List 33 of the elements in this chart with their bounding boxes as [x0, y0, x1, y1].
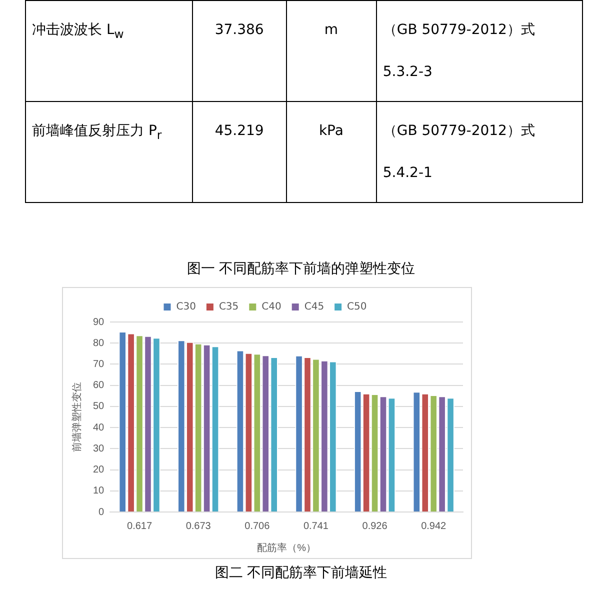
y-tick-label: 50 — [93, 401, 105, 412]
text: m — [286, 0, 376, 102]
x-tick-label: 0.926 — [362, 520, 388, 532]
legend-label: C45 — [304, 302, 324, 313]
text: （GB 50779-2012）式 5.4.2-1 — [382, 123, 535, 181]
text: 前墙峰值反射压力 P$_{r}$ — [26, 102, 193, 202]
text: 37.386 — [192, 0, 286, 102]
x-tick-label: 0.741 — [303, 520, 329, 532]
y-tick-label: 40 — [93, 422, 105, 434]
y-tick-label: 20 — [93, 464, 105, 476]
y-tick-label: 10 — [93, 486, 105, 497]
text: 45.219 — [192, 102, 286, 202]
legend-label: C50 — [347, 302, 367, 313]
text: （GB 50779-2012）式 5.3.2-3 — [382, 22, 535, 80]
x-tick-label: 0.942 — [421, 520, 447, 532]
x-tick-label: 0.617 — [127, 520, 152, 532]
x-axis-title: 配筋率（%） — [257, 542, 316, 554]
text: 图二 不同配筋率下前墙延性 — [214, 564, 388, 582]
chart-title: 图一 不同配筋率下前墙的弹塑性变位 — [186, 260, 416, 278]
text: 冲击波波长 L$_{w}$ — [26, 0, 193, 102]
legend-label: C40 — [262, 302, 282, 313]
y-tick-label: 0 — [98, 506, 105, 518]
y-tick-label: 30 — [93, 443, 105, 454]
y-tick-label: 90 — [93, 316, 105, 328]
x-tick-label: 0.673 — [186, 520, 212, 532]
y-tick-label: 80 — [93, 338, 105, 349]
y-tick-label: 70 — [93, 358, 105, 370]
text: kPa — [286, 102, 376, 202]
y-axis-title: 前墙弹塑性变位 — [70, 382, 83, 452]
legend-label: C35 — [218, 302, 239, 313]
x-tick-label: 0.706 — [244, 520, 270, 532]
y-tick-label: 60 — [93, 380, 105, 392]
legend-label: C30 — [176, 302, 196, 313]
